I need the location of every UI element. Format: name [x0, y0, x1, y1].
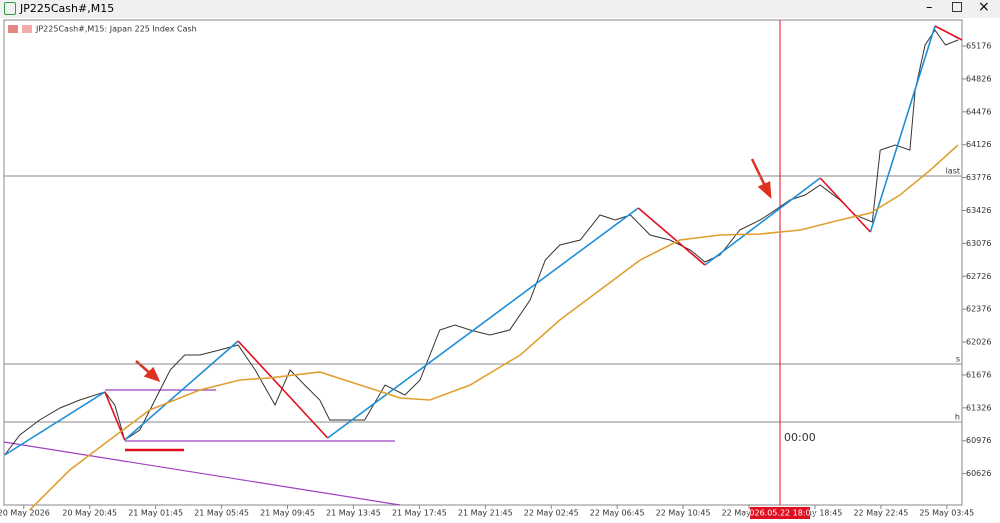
window-title: JP225Cash#,M15	[20, 2, 115, 15]
y-tick-label: 63426	[966, 206, 991, 215]
chart: JP225Cash#,M15: Japan 225 Index Cash 606…	[0, 19, 991, 519]
y-tick-label: 62376	[966, 305, 991, 314]
x-tick-label: 22 May 14:45	[722, 509, 777, 518]
series-line	[29, 144, 959, 511]
price-line-label: h	[955, 413, 960, 422]
chart-title: JP225Cash#,M15: Japan 225 Index Cash	[35, 25, 197, 34]
price-line-label: last	[946, 166, 960, 175]
minimize-button[interactable]: –	[926, 0, 933, 15]
price-line-label: s	[956, 354, 960, 363]
time-label: 2026.05.22 18:00	[744, 509, 815, 518]
symbol-icon	[8, 25, 18, 33]
y-tick-label: 62726	[966, 272, 991, 281]
series-line	[104, 25, 963, 441]
time-note: 00:00	[784, 431, 816, 444]
y-tick-label: 64476	[966, 107, 991, 116]
x-tick-label: 21 May 09:45	[260, 509, 315, 518]
x-tick-label: 21 May 17:45	[392, 509, 447, 518]
y-tick-label: 63776	[966, 173, 991, 182]
arrow	[135, 360, 161, 383]
x-tick-label: 22 May 06:45	[590, 509, 645, 518]
y-tick-label: 61326	[966, 403, 991, 412]
x-tick-label: 21 May 05:45	[194, 509, 249, 518]
y-tick-label: 61676	[966, 370, 991, 379]
x-tick-label: 21 May 01:45	[128, 509, 183, 518]
x-tick-label: 22 May 10:45	[656, 509, 711, 518]
x-tick-label: 20 May 20:45	[62, 509, 117, 518]
x-tick-label: 22 May 02:45	[524, 509, 579, 518]
x-tick-label: 21 May 13:45	[326, 509, 381, 518]
y-tick-label: 64126	[966, 140, 991, 149]
maximize-button[interactable]	[952, 2, 962, 12]
y-tick-label: 64826	[966, 74, 991, 83]
x-tick-label: 21 May 21:45	[458, 509, 513, 518]
time-label-box	[750, 507, 811, 519]
app-icon	[4, 2, 16, 15]
series-line	[4, 25, 936, 456]
trend-line	[3, 441, 401, 506]
plot-frame	[3, 19, 963, 506]
x-tick-label: 22 May 18:45	[788, 509, 843, 518]
y-tick-label: 62026	[966, 338, 991, 347]
y-tick-label: 60976	[966, 436, 991, 445]
y-tick-label: 60626	[966, 469, 991, 478]
x-tick-label: 25 May 03:45	[919, 509, 974, 518]
y-tick-label: 65176	[966, 42, 991, 51]
arrow	[750, 158, 772, 200]
x-tick-label: 22 May 22:45	[853, 509, 908, 518]
symbol-icon	[22, 25, 32, 33]
title-bar: JP225Cash#,M15 – ×	[0, 0, 1000, 18]
x-tick-label: 20 May 2026	[0, 509, 50, 518]
close-button[interactable]: ×	[978, 0, 990, 15]
y-tick-label: 63076	[966, 239, 991, 248]
